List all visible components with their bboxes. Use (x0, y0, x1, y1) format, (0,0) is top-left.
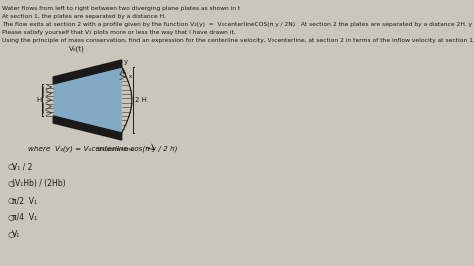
Text: 2 H: 2 H (136, 97, 147, 103)
Text: Using the principle of mass conservation, find an expression for the centerline : Using the principle of mass conservation… (2, 38, 474, 43)
Text: V₁ / 2: V₁ / 2 (12, 162, 33, 171)
Text: At section 1, the plates are separated by a distance H.: At section 1, the plates are separated b… (2, 14, 166, 19)
Text: Water flows from left to right between two diverging plane plates as shown in th: Water flows from left to right between t… (2, 6, 474, 11)
Text: where  V₂(y) = V₀centerline cos(π y / 2 h): where V₂(y) = V₀centerline cos(π y / 2 h… (28, 145, 177, 152)
Text: ○: ○ (7, 230, 14, 239)
Polygon shape (53, 67, 122, 133)
Text: V₁: V₁ (12, 230, 20, 239)
Text: ○: ○ (7, 162, 14, 171)
Text: y: y (124, 59, 128, 65)
Text: V₀(t): V₀(t) (69, 45, 85, 52)
Text: ○: ○ (7, 213, 14, 222)
Text: π/2  V₁: π/2 V₁ (12, 196, 37, 205)
Polygon shape (53, 60, 122, 84)
Text: H: H (37, 97, 42, 103)
Text: (V₁Hb) / (2Hb): (V₁Hb) / (2Hb) (12, 179, 66, 188)
Text: ○: ○ (7, 196, 14, 205)
Polygon shape (53, 116, 122, 140)
Text: V₀centerline: V₀centerline (97, 147, 136, 152)
Text: ○: ○ (7, 179, 14, 188)
Text: x: x (129, 74, 133, 80)
Text: The flow exits at section 2 with a profile given by the function V₂(y)  =  V₀cen: The flow exits at section 2 with a profi… (2, 22, 474, 27)
Text: Please satisfy yourself that V₂ plots more or less the way that I have drawn it.: Please satisfy yourself that V₂ plots mo… (2, 30, 236, 35)
Text: π/4  V₁: π/4 V₁ (12, 213, 37, 222)
